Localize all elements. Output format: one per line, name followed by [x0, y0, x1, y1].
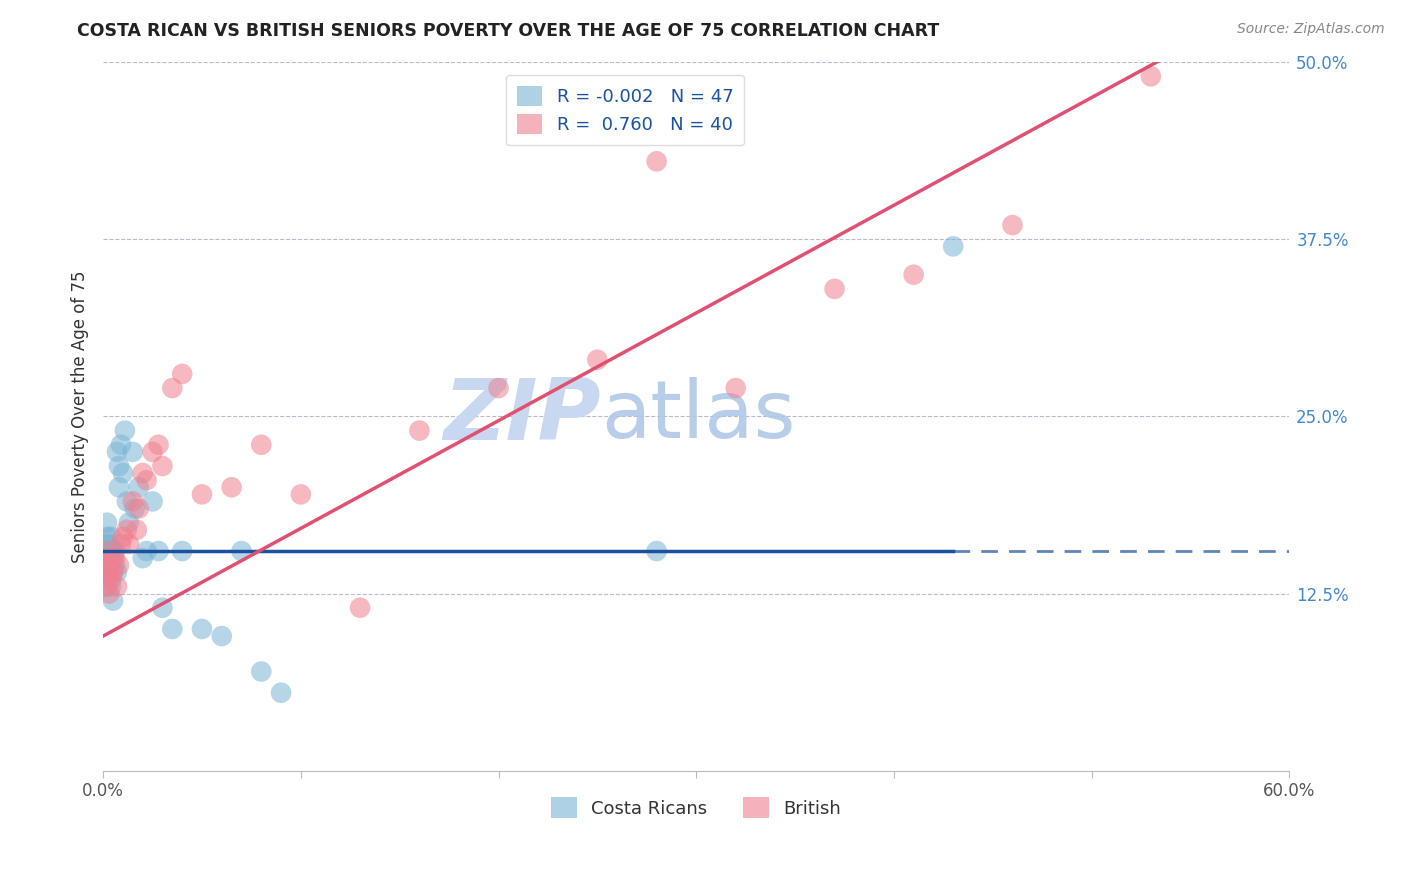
Point	[141, 494, 163, 508]
Point	[148, 438, 170, 452]
Point	[105, 566, 128, 580]
Point	[221, 480, 243, 494]
Text: COSTA RICAN VS BRITISH SENIORS POVERTY OVER THE AGE OF 75 CORRELATION CHART: COSTA RICAN VS BRITISH SENIORS POVERTY O…	[77, 22, 939, 40]
Point	[115, 494, 138, 508]
Point	[270, 686, 292, 700]
Point	[104, 558, 127, 573]
Point	[94, 544, 117, 558]
Point	[96, 558, 118, 573]
Point	[118, 537, 141, 551]
Point	[162, 622, 184, 636]
Point	[101, 551, 124, 566]
Point	[172, 544, 194, 558]
Point	[118, 516, 141, 530]
Point	[96, 544, 118, 558]
Point	[1001, 218, 1024, 232]
Point	[488, 381, 510, 395]
Point	[1140, 70, 1163, 84]
Point	[94, 579, 117, 593]
Point	[131, 466, 153, 480]
Point	[96, 516, 118, 530]
Point	[290, 487, 312, 501]
Y-axis label: Seniors Poverty Over the Age of 75: Seniors Poverty Over the Age of 75	[72, 270, 89, 563]
Point	[211, 629, 233, 643]
Point	[349, 600, 371, 615]
Point	[96, 530, 118, 544]
Point	[111, 530, 134, 544]
Point	[128, 480, 150, 494]
Point	[121, 445, 143, 459]
Point	[114, 424, 136, 438]
Point	[135, 473, 157, 487]
Point	[250, 438, 273, 452]
Point	[94, 558, 117, 573]
Point	[96, 579, 118, 593]
Point	[231, 544, 253, 558]
Point	[108, 558, 131, 573]
Point	[162, 381, 184, 395]
Point	[104, 544, 127, 558]
Point	[942, 239, 965, 253]
Point	[125, 523, 148, 537]
Point	[94, 537, 117, 551]
Point	[645, 154, 668, 169]
Point	[98, 544, 121, 558]
Point	[141, 445, 163, 459]
Point	[100, 544, 122, 558]
Point	[191, 487, 214, 501]
Point	[100, 579, 122, 593]
Text: Source: ZipAtlas.com: Source: ZipAtlas.com	[1237, 22, 1385, 37]
Point	[108, 480, 131, 494]
Point	[115, 523, 138, 537]
Point	[98, 566, 121, 580]
Point	[105, 579, 128, 593]
Point	[824, 282, 846, 296]
Point	[152, 458, 174, 473]
Legend: Costa Ricans, British: Costa Ricans, British	[544, 790, 848, 825]
Point	[104, 551, 127, 566]
Point	[101, 544, 124, 558]
Point	[98, 558, 121, 573]
Point	[101, 593, 124, 607]
Point	[121, 494, 143, 508]
Point	[152, 600, 174, 615]
Point	[98, 537, 121, 551]
Point	[96, 566, 118, 580]
Point	[108, 458, 131, 473]
Point	[131, 551, 153, 566]
Point	[96, 544, 118, 558]
Point	[98, 586, 121, 600]
Point	[586, 352, 609, 367]
Point	[94, 573, 117, 587]
Point	[110, 537, 132, 551]
Point	[111, 466, 134, 480]
Point	[148, 544, 170, 558]
Point	[110, 438, 132, 452]
Point	[645, 544, 668, 558]
Point	[408, 424, 430, 438]
Point	[128, 501, 150, 516]
Point	[250, 665, 273, 679]
Text: ZIP: ZIP	[444, 375, 602, 458]
Point	[100, 573, 122, 587]
Point	[101, 566, 124, 580]
Text: atlas: atlas	[602, 377, 796, 456]
Point	[172, 367, 194, 381]
Point	[124, 501, 146, 516]
Point	[101, 566, 124, 580]
Point	[191, 622, 214, 636]
Point	[903, 268, 925, 282]
Point	[100, 530, 122, 544]
Point	[135, 544, 157, 558]
Point	[724, 381, 747, 395]
Point	[98, 566, 121, 580]
Point	[105, 445, 128, 459]
Point	[94, 558, 117, 573]
